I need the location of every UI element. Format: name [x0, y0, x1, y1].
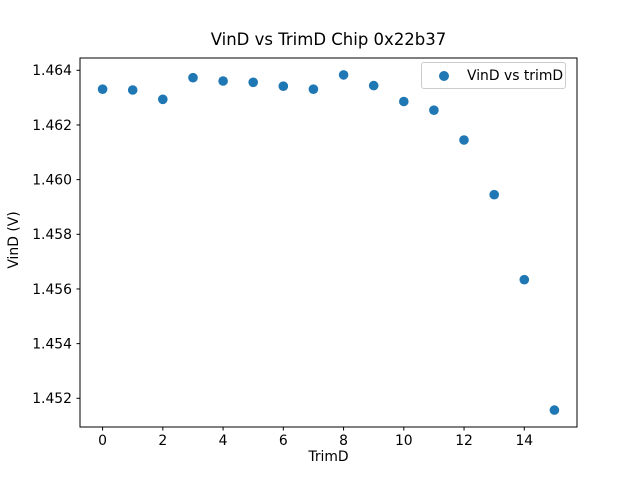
- y-axis-label: VinD (V): [6, 211, 22, 269]
- data-point: [459, 135, 469, 145]
- x-tick-label: 4: [219, 433, 228, 449]
- axes-spines: [79, 57, 578, 428]
- legend-scatter-marker-icon: [439, 70, 449, 81]
- x-tick-label: 12: [455, 433, 473, 449]
- x-tick-label: 8: [339, 433, 348, 449]
- data-point: [97, 84, 108, 94]
- y-tick-label: 1.452: [32, 391, 72, 407]
- data-point: [188, 72, 198, 83]
- data-point: [338, 70, 349, 80]
- data-point: [429, 105, 439, 115]
- x-tick-label: 10: [395, 433, 413, 449]
- x-tick-label: 6: [279, 433, 288, 449]
- data-point: [278, 81, 289, 91]
- chart-title: VinD vs TrimD Chip 0x22b37: [210, 30, 447, 49]
- y-tick-label: 1.458: [32, 227, 72, 243]
- legend-box: VinD vs trimD: [421, 62, 566, 89]
- data-point: [127, 85, 138, 95]
- x-tick-label: 2: [158, 433, 167, 449]
- data-point: [549, 405, 560, 415]
- y-tick-label: 1.454: [32, 336, 72, 352]
- data-point: [489, 189, 500, 200]
- data-point: [399, 96, 409, 107]
- y-tick-label: 1.462: [32, 118, 72, 134]
- y-tick-label: 1.460: [32, 172, 72, 188]
- x-tick-label: 14: [515, 433, 533, 449]
- y-tick-label: 1.464: [32, 63, 72, 79]
- x-axis-label: TrimD: [308, 449, 349, 465]
- legend-series-label: VinD vs trimD: [467, 67, 564, 84]
- data-point: [308, 84, 319, 94]
- data-point: [248, 77, 258, 88]
- data-point: [519, 274, 530, 285]
- x-tick-label: 0: [98, 433, 107, 449]
- data-point: [158, 94, 168, 105]
- y-tick-label: 1.456: [32, 282, 72, 298]
- data-point: [218, 76, 228, 86]
- data-point: [368, 80, 379, 91]
